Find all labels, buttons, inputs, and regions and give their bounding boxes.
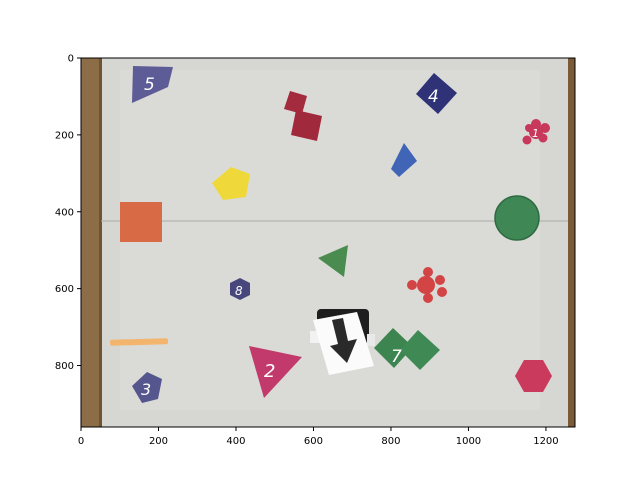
blue-diamond [391,143,417,177]
pink-hexagon [515,360,552,392]
shape-3-purple-pentagon [132,372,162,403]
robot-wheel-right [367,334,375,346]
x-tick-label: 200 [149,436,168,447]
crimson-square-lower [291,110,322,141]
robot-wheel-left [310,331,320,343]
x-tick-label: 1200 [533,436,558,447]
y-tick-label: 400 [55,207,74,218]
robot-arrow-icon [330,318,357,363]
yellow-pentagon [212,167,250,200]
shape-7-green-diamond-right [400,330,440,370]
robot [310,309,375,375]
y-tick-label: 200 [55,130,74,141]
axes-frame [80,57,576,428]
green-triangle [318,245,348,277]
shape-5-label: 5 [144,75,155,95]
shape-7-label: 7 [391,347,402,367]
camera-image: 5 4 1 [81,58,575,427]
peach-bar [109,338,169,346]
shape-5-purple-trapezoid [132,66,173,103]
shape-3-label: 3 [141,380,151,399]
shape-2-label: 2 [264,361,275,382]
shape-1-label: 1 [532,127,539,140]
y-tick-label: 0 [68,54,74,65]
axis-ticks: 0 200 400 600 800 1000 1200 0 200 400 600 800 [55,54,559,448]
x-tick-label: 800 [381,436,400,447]
x-tick-label: 600 [304,436,323,447]
left-wood-edge [81,58,101,427]
red-star-splat [407,267,447,303]
shape-8-label: 8 [235,284,243,298]
green-circle [495,196,539,240]
right-wood-edge [568,58,575,427]
orange-square [120,202,162,242]
shape-8-navy-hexagon [230,278,250,300]
green-circle-shade [494,195,540,241]
x-tick-label: 1000 [456,436,481,447]
shape-2-magenta-triangle [249,346,302,398]
shape-7-green-diamond-left [374,328,413,368]
x-tick-label: 0 [78,436,84,447]
shape-1-pink-flower [522,119,550,145]
shape-4-navy-square [416,73,457,114]
crimson-square-upper [284,91,307,114]
left-wood-shadow [99,58,102,427]
y-tick-label: 600 [55,284,74,295]
y-tick-label: 800 [55,361,74,372]
shape-4-label: 4 [428,87,439,107]
x-tick-label: 400 [226,436,245,447]
